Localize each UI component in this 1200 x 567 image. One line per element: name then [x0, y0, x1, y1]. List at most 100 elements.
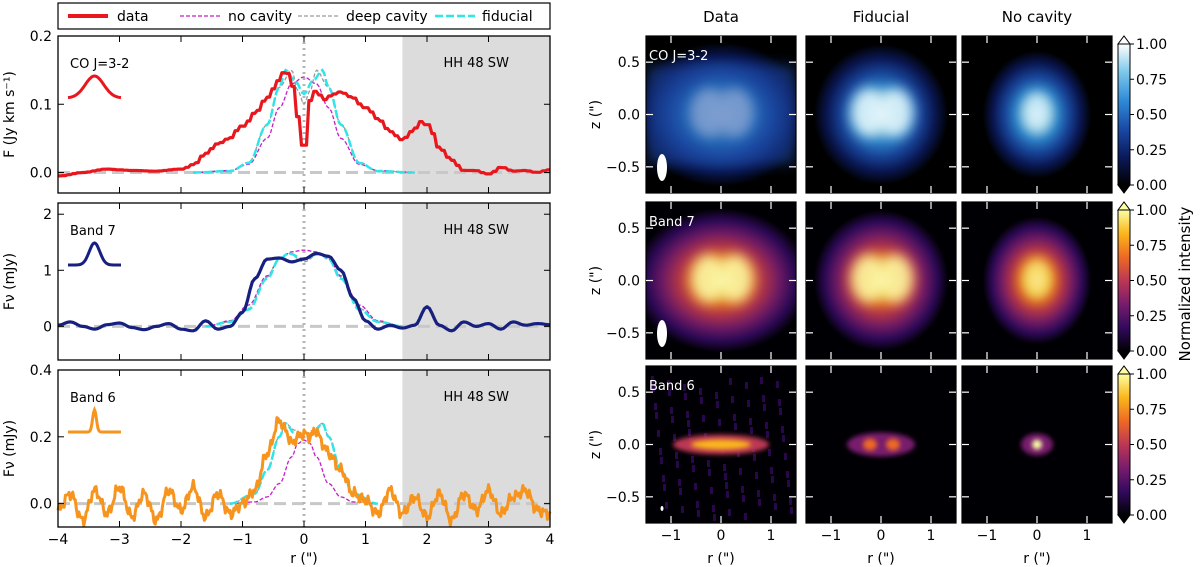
image-xlabel: r (") — [1023, 551, 1051, 567]
noise-speckle — [691, 456, 694, 463]
legend-data-label: data — [117, 9, 149, 25]
image-r1-c1 — [805, 201, 957, 360]
noise-speckle — [670, 407, 673, 414]
noise-speckle — [671, 416, 674, 423]
emission-lobe-left — [851, 88, 887, 137]
noise-speckle — [702, 415, 705, 422]
noise-speckle — [652, 385, 655, 392]
ytick-label: 0.0 — [618, 438, 640, 454]
column-title-1: Fiducial — [853, 8, 910, 26]
colorbar-gradient — [1117, 43, 1131, 186]
noise-speckle — [744, 513, 747, 520]
shaded-label-b6: HH 48 SW — [443, 390, 509, 405]
noise-speckle — [770, 467, 773, 474]
noise-speckle — [749, 418, 752, 425]
noise-speckle — [760, 377, 763, 384]
xtick-label-6: 2 — [423, 532, 432, 548]
colorbar-gradient — [1117, 373, 1131, 516]
noise-speckle — [765, 422, 768, 429]
row-label-1: Band 7 — [649, 215, 695, 230]
noise-speckle — [773, 494, 776, 501]
xtick-label: −1 — [661, 528, 682, 544]
colorbar-1: 1.00 0.75 0.50 0.25 0.00 — [1117, 201, 1167, 360]
noise-speckle — [694, 483, 697, 490]
image-ylabel: z (") — [588, 266, 604, 295]
image-ylabel: z (") — [588, 100, 604, 129]
noise-speckle — [687, 420, 690, 427]
noise-speckle — [789, 498, 792, 505]
noise-speckle — [683, 384, 686, 391]
xtick-label-7: 3 — [484, 532, 493, 548]
colorbar-tick-label: 0.75 — [1136, 402, 1167, 418]
colorbar-tick-label: 0.25 — [1136, 309, 1167, 325]
colorbar-tick-label: 0.50 — [1136, 274, 1167, 290]
legend-no-cavity-label: no cavity — [228, 9, 292, 25]
panel-label-co: CO J=3-2 — [70, 57, 129, 72]
xtick-label: 0 — [717, 528, 726, 544]
noise-speckle — [675, 452, 678, 459]
noise-speckle — [700, 397, 703, 404]
noise-speckle — [665, 502, 668, 509]
noise-speckle — [742, 495, 745, 502]
noise-speckle — [715, 392, 718, 399]
xtick-label: 1 — [927, 528, 936, 544]
noise-speckle — [729, 378, 732, 385]
noise-speckle — [678, 479, 681, 486]
noise-speckle — [763, 404, 766, 411]
panel-b7: HH 48 SW Band 7 0 1 2 Fν (mJy) — [2, 202, 551, 361]
emission-band — [847, 432, 915, 457]
ylabel-b6: Fν (mJy) — [2, 420, 18, 477]
emission-core — [1032, 439, 1042, 450]
noise-speckle — [712, 505, 715, 512]
colorbar-tick-label: 0.50 — [1136, 108, 1167, 124]
noise-speckle — [753, 454, 756, 461]
noise-speckle — [758, 499, 761, 506]
noise-speckle — [757, 490, 760, 497]
data-line-b7 — [57, 251, 551, 333]
colorbar-tick-label: 1.00 — [1136, 37, 1167, 53]
noise-speckle — [771, 476, 774, 483]
ytick-label: −0.5 — [606, 326, 640, 342]
ytick-label-b6-1: 0.2 — [30, 430, 52, 446]
noise-speckle — [739, 468, 742, 475]
emission-core — [691, 439, 751, 450]
colorbar-extend-top — [1117, 35, 1131, 45]
ytick-label-b7-2: 2 — [43, 207, 52, 223]
beam-profile-b6 — [68, 405, 121, 434]
beam-profile-co — [67, 74, 122, 100]
noise-speckle — [755, 472, 758, 479]
xtick-label-0: −4 — [48, 532, 69, 548]
noise-speckle — [778, 399, 781, 406]
noise-speckle — [708, 469, 711, 476]
shaded-region-co — [402, 36, 550, 193]
noise-speckle — [741, 486, 744, 493]
colorbar-tick-label: 0.50 — [1136, 438, 1167, 454]
noise-speckle — [724, 473, 727, 480]
noise-speckle — [747, 400, 750, 407]
noise-speckle — [768, 449, 771, 456]
colorbar-extend-bottom — [1117, 184, 1131, 194]
colorbar-tick-label: 0.00 — [1136, 508, 1167, 524]
emission-lobe-left — [863, 438, 877, 451]
image-xlabel: r (") — [707, 551, 735, 567]
colorbar-extend-bottom — [1117, 514, 1131, 524]
emission-lobe-left — [851, 254, 887, 303]
noise-speckle — [699, 388, 702, 395]
noise-speckle — [663, 484, 666, 491]
image-ylabel: z (") — [588, 430, 604, 459]
ytick-label: −0.5 — [606, 160, 640, 176]
fiducial-line-co — [193, 68, 415, 174]
image-r0-c1 — [805, 35, 957, 194]
noise-speckle — [725, 482, 728, 489]
emission-core — [1023, 92, 1051, 133]
noise-speckle — [766, 431, 769, 438]
beam-ellipse — [657, 320, 667, 347]
data-line-co — [58, 71, 550, 178]
image-grid: Data Fiducial No cavity CO J=3-2 0.5 0.0 −0.5 z… — [588, 8, 1113, 567]
xtick-label-5: 1 — [361, 532, 370, 548]
noise-speckle — [784, 453, 787, 460]
profile-xlabel: r (") — [290, 551, 318, 567]
noise-speckle — [734, 423, 737, 430]
ytick-label: 0.5 — [618, 385, 640, 401]
